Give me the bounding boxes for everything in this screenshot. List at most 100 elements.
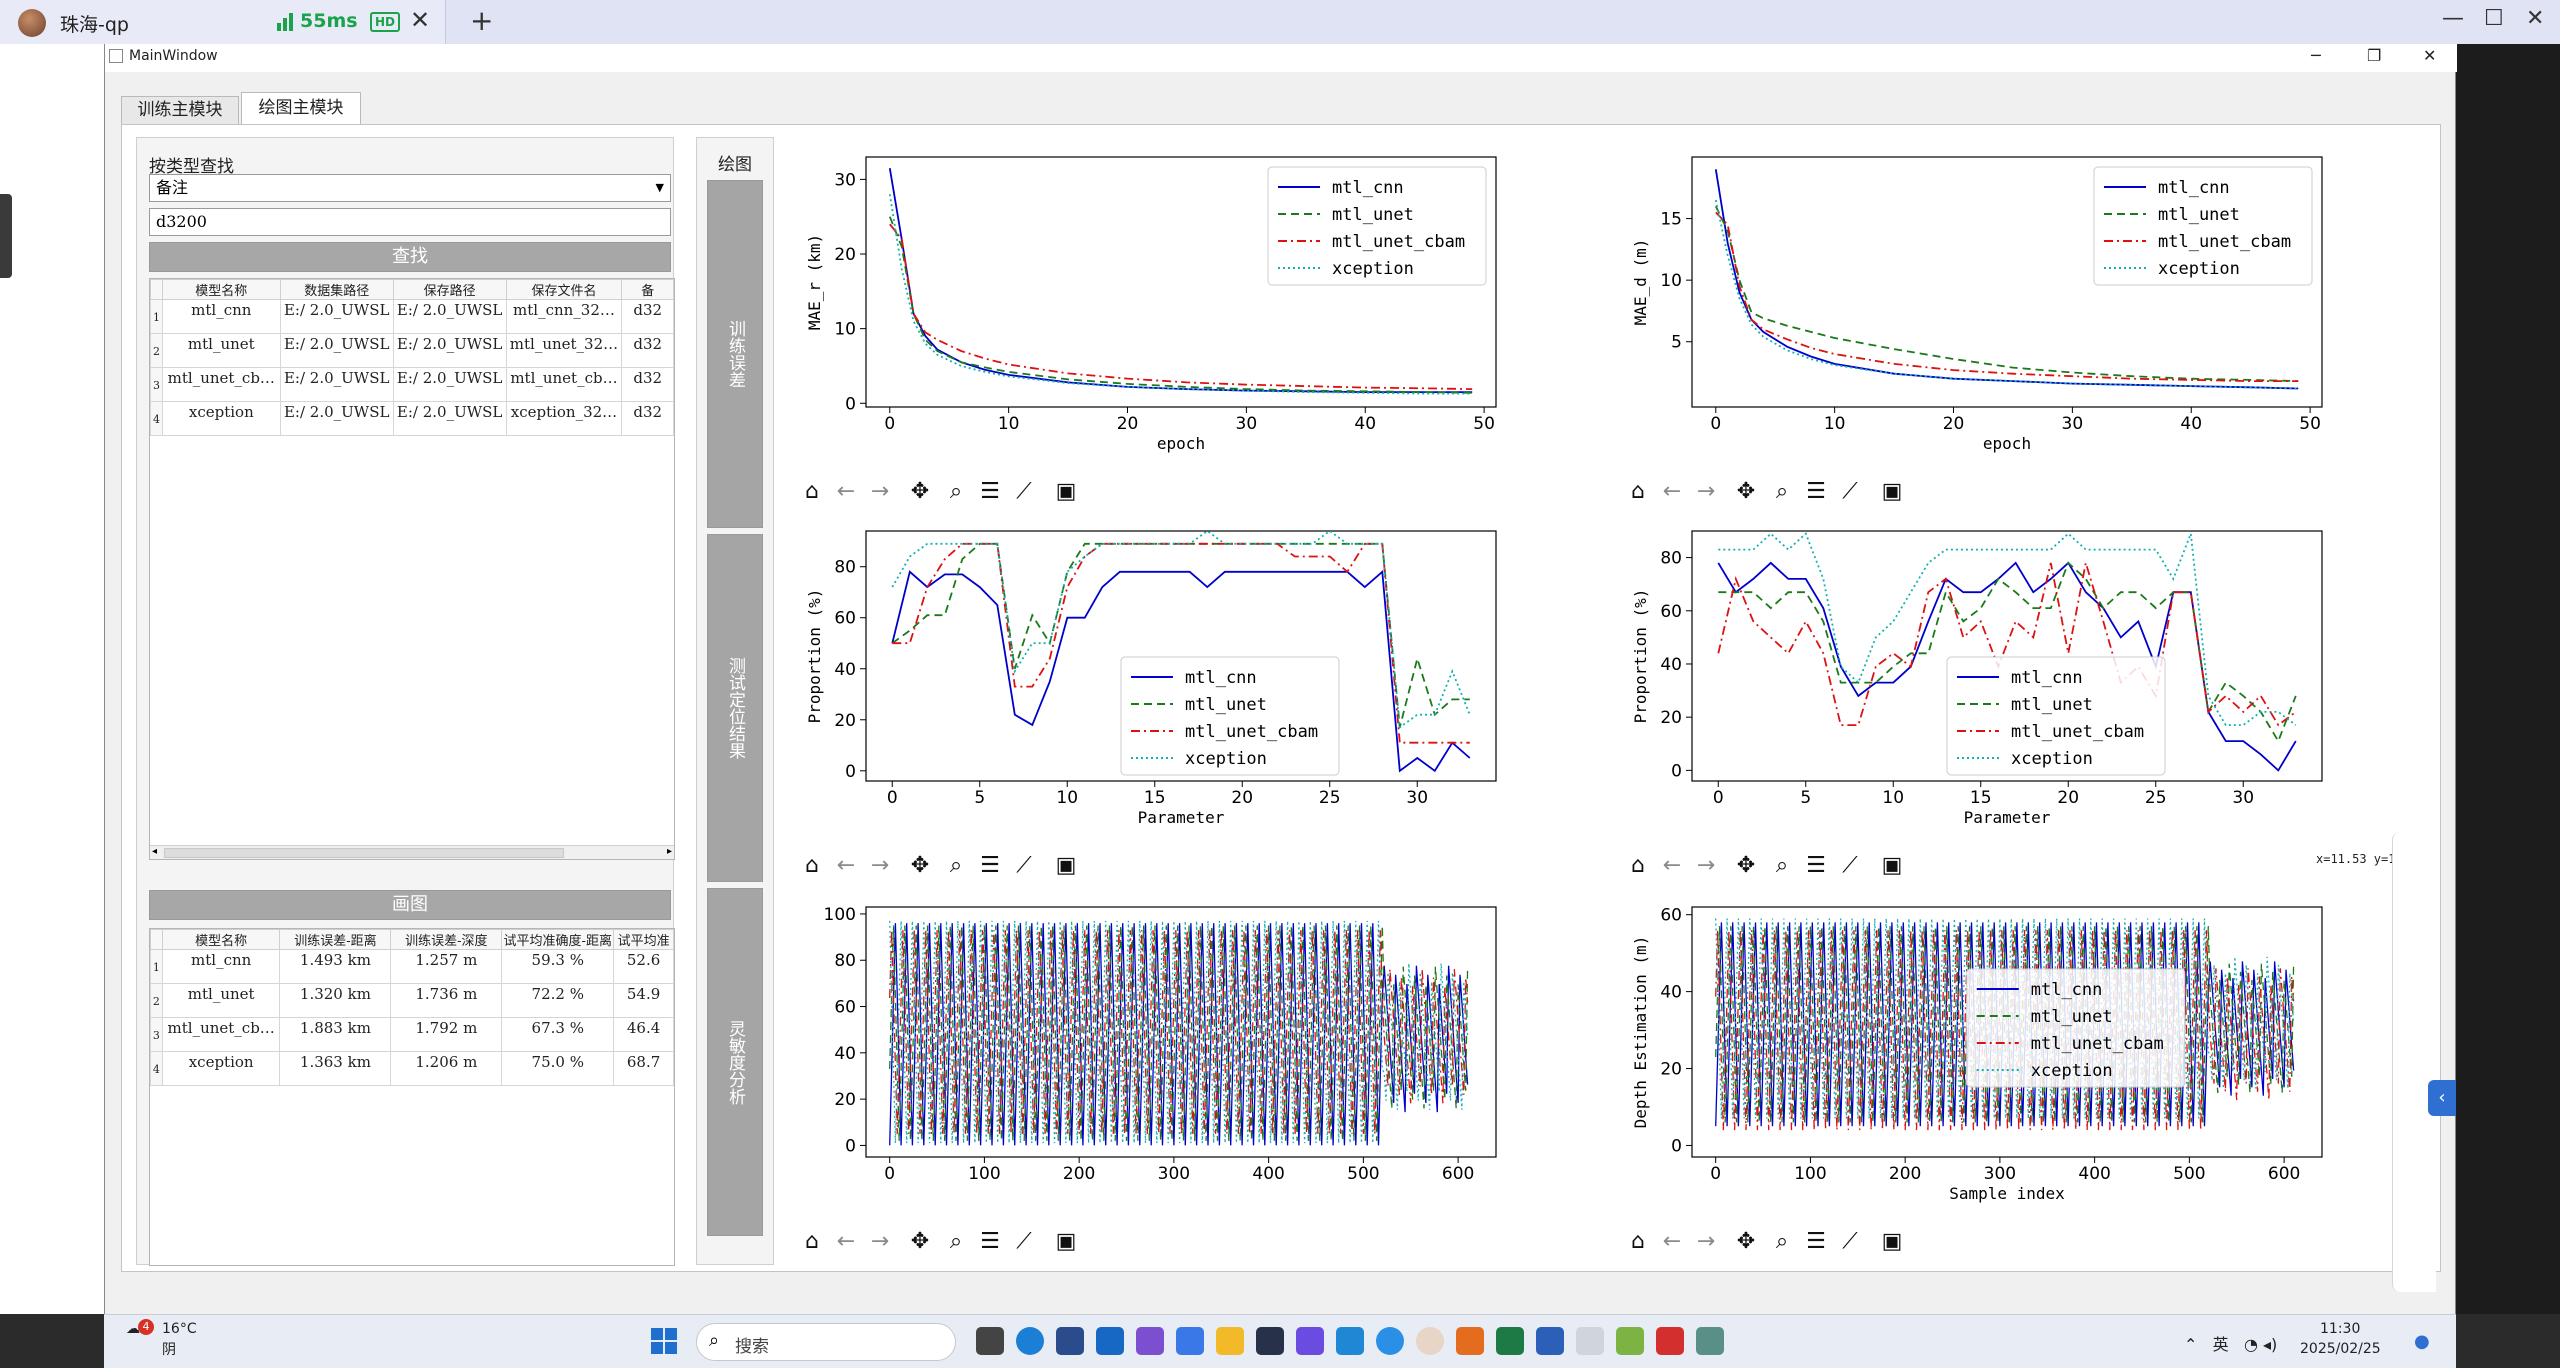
back-icon[interactable]: ← [836,1229,856,1254]
configure-icon[interactable]: ☰ [1806,1229,1826,1254]
clock-date[interactable]: 2025/02/25 [2300,1341,2381,1357]
save-icon[interactable]: ▣ [1055,479,1077,504]
zoom-icon[interactable]: ⌕ [949,1229,963,1254]
table-cell[interactable]: E:/ 2.0_UWSL [392,333,507,368]
pan-icon[interactable]: ✥ [910,479,930,504]
zoom-icon[interactable]: ⌕ [1775,853,1789,878]
wifi-icon[interactable]: ◔ [2243,1335,2258,1354]
notification-icon[interactable]: ● [2414,1331,2430,1352]
configure-icon[interactable]: ☰ [980,853,1000,878]
close-tab-icon[interactable]: ✕ [410,6,431,34]
excel-icon[interactable] [1496,1327,1524,1355]
weather-condition[interactable]: 阴 [162,1342,176,1358]
chart-svg[interactable]: 0 5 10 15 20 25 30 0 20 40 60 80 Proportion (%) Param… [1624,523,2424,847]
column-header[interactable]: 试平均准 [613,929,674,950]
terminal-icon[interactable] [1256,1327,1284,1355]
back-icon[interactable]: ← [1662,1229,1682,1254]
table-cell[interactable]: xception [161,401,281,436]
ime-indicator[interactable]: 英 [2212,1335,2229,1354]
outlook-icon[interactable] [1096,1327,1124,1355]
expand-panel-icon[interactable]: ‹ [2428,1080,2456,1116]
volume-icon[interactable]: ◂) [2263,1335,2278,1354]
test-localization-button[interactable]: 测试定位结果 [707,534,763,882]
pan-icon[interactable]: ✥ [1736,479,1756,504]
back-icon[interactable]: ← [836,853,856,878]
save-icon[interactable]: ▣ [1055,1229,1077,1254]
column-header[interactable]: 模型名称 [161,929,281,950]
table-cell[interactable]: mtl_unet [161,983,281,1018]
table-cell[interactable]: xception [161,1051,281,1086]
column-header[interactable]: 备 [621,279,674,300]
matlab-icon[interactable] [1456,1327,1484,1355]
chart-svg[interactable]: 0 10 20 30 40 50 0 10 20 30 MAE_r (km) epoch mtl_cnn… [798,149,1598,473]
vscode-icon[interactable] [1336,1327,1364,1355]
table-cell[interactable]: 1.206 m [390,1051,503,1086]
app-icon[interactable] [1296,1327,1324,1355]
folder-icon[interactable] [1216,1327,1244,1355]
table-cell[interactable]: 67.3 % [501,1017,615,1052]
home-icon[interactable]: ⌂ [805,479,819,504]
table-cell[interactable]: mtl_unet_32… [505,333,623,368]
column-header[interactable]: 数据集路径 [279,279,394,300]
edit-axes-icon[interactable]: ⟋ [1842,1229,1858,1254]
table-cell[interactable]: mtl_unet [161,333,281,368]
chat-icon[interactable] [1376,1327,1404,1355]
column-header[interactable]: 训练误差-距离 [279,929,392,950]
table-cell[interactable]: 1.792 m [390,1017,503,1052]
tab-plotting[interactable]: 绘图主模块 [241,92,361,125]
minimize-button[interactable]: ─ [2311,46,2321,65]
edge-icon[interactable] [1016,1327,1044,1355]
save-icon[interactable]: ▣ [1055,853,1077,878]
edit-axes-icon[interactable]: ⟋ [1842,853,1858,878]
back-icon[interactable]: ← [1662,479,1682,504]
task-view-icon[interactable] [976,1327,1004,1355]
search-input[interactable]: d3200 [149,208,671,236]
plot-button[interactable]: 画图 [149,890,671,920]
save-icon[interactable]: ▣ [1881,853,1903,878]
table-cell[interactable]: E:/ 2.0_UWSL [279,401,394,436]
chart-svg[interactable]: 0 10 20 30 40 50 5 10 15 MAE_d (m) epoch mtl_cnnmtl… [1624,149,2424,473]
tab-training[interactable]: 训练主模块 [121,96,239,124]
notes-icon[interactable] [1176,1327,1204,1355]
copilot-icon[interactable] [1136,1327,1164,1355]
table-cell[interactable]: d32 [621,333,674,368]
zoom-icon[interactable]: ⌕ [1775,479,1789,504]
edit-axes-icon[interactable]: ⟋ [1842,479,1858,504]
system-tray[interactable]: ⌃ 英 ◔ ◂) [2184,1335,2278,1354]
table-row[interactable]: 4 xception E:/ 2.0_UWSL E:/ 2.0_UWSL xceptio… [150,401,674,436]
zoom-icon[interactable]: ⌕ [949,853,963,878]
save-icon[interactable]: ▣ [1881,479,1903,504]
taskbar-search[interactable]: ⌕ 搜索 [696,1323,956,1361]
configure-icon[interactable]: ☰ [980,479,1000,504]
table-cell[interactable]: 1.736 m [390,983,503,1018]
pan-icon[interactable]: ✥ [1736,1229,1756,1254]
snipping-icon[interactable] [1576,1327,1604,1355]
edit-axes-icon[interactable]: ⟋ [1016,1229,1032,1254]
configure-icon[interactable]: ☰ [1806,479,1826,504]
table-row[interactable]: 2 mtl_unet 1.320 km 1.736 m 72.2 % 54.9 [150,983,674,1018]
column-header[interactable]: 保存路径 [392,279,507,300]
table-cell[interactable]: 72.2 % [501,983,615,1018]
cloud-icon[interactable]: ☁ [126,1321,140,1337]
table-cell[interactable]: 1.363 km [279,1051,392,1086]
minimize-icon[interactable]: — [2442,6,2464,31]
pan-icon[interactable]: ✥ [910,853,930,878]
chart-svg[interactable]: 0 100 200 300 400 500 600 0 20 40 60 80 100 [798,899,1598,1223]
table-cell[interactable]: E:/ 2.0_UWSL [279,367,394,402]
table-cell[interactable]: E:/ 2.0_UWSL [392,401,507,436]
weather-temperature[interactable]: 16°C [162,1321,197,1337]
maximize-icon[interactable]: ☐ [2484,6,2504,31]
edit-axes-icon[interactable]: ⟋ [1016,479,1032,504]
table-cell[interactable]: 52.6 [613,949,674,984]
word-icon[interactable] [1536,1327,1564,1355]
training-error-button[interactable]: 训练误差 [707,180,763,528]
table-cell[interactable]: E:/ 2.0_UWSL [392,299,507,334]
home-icon[interactable]: ⌂ [805,853,819,878]
table-cell[interactable]: 75.0 % [501,1051,615,1086]
zoom-icon[interactable]: ⌕ [949,479,963,504]
table-row[interactable]: 4 xception 1.363 km 1.206 m 75.0 % 68.7 [150,1051,674,1086]
configure-icon[interactable]: ☰ [980,1229,1000,1254]
forward-icon[interactable]: → [1696,1229,1716,1254]
table-cell[interactable]: mtl_cnn [161,299,281,334]
chart-svg[interactable]: 0 100 200 300 400 500 600 0 20 40 60 Depth Estimati… [1624,899,2424,1223]
